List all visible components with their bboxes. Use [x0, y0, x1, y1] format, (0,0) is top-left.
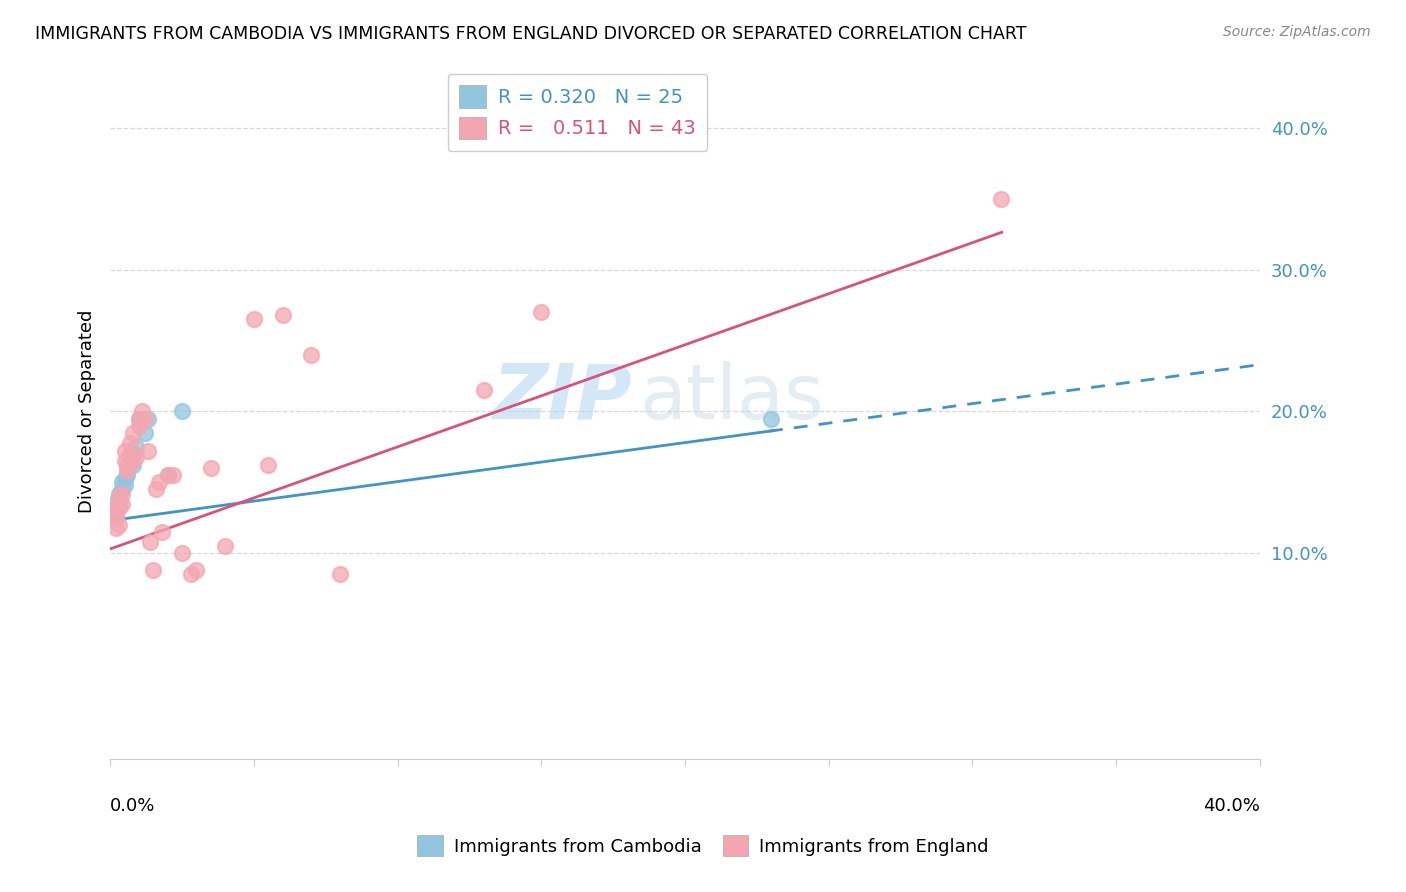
Point	[156, 468, 179, 483]
Point	[170, 404, 193, 418]
Point	[136, 444, 159, 458]
Point	[162, 468, 184, 483]
Text: 40.0%: 40.0%	[1204, 797, 1260, 815]
Point	[329, 567, 352, 582]
Point	[125, 440, 148, 454]
Point	[114, 444, 136, 458]
Point	[271, 308, 294, 322]
Text: ZIP: ZIP	[494, 360, 633, 434]
Point	[117, 458, 139, 473]
Point	[107, 500, 129, 514]
Y-axis label: Divorced or Separated: Divorced or Separated	[79, 310, 96, 513]
Point	[200, 461, 222, 475]
Point	[122, 447, 145, 461]
Point	[243, 312, 266, 326]
Point	[136, 411, 159, 425]
Point	[990, 192, 1012, 206]
Point	[139, 534, 162, 549]
Point	[122, 458, 145, 473]
Point	[120, 435, 142, 450]
Point	[145, 483, 167, 497]
Point	[107, 486, 129, 500]
Point	[104, 521, 127, 535]
Point	[530, 305, 553, 319]
Point	[134, 425, 156, 440]
Point	[101, 500, 124, 515]
Point	[104, 510, 127, 524]
Point	[122, 425, 145, 440]
Point	[131, 404, 153, 418]
Point	[472, 383, 495, 397]
Point	[107, 517, 129, 532]
Point	[117, 464, 139, 478]
Point	[150, 524, 173, 539]
Point	[111, 475, 134, 490]
Point	[104, 500, 127, 515]
Point	[114, 473, 136, 487]
Point	[134, 411, 156, 425]
Point	[111, 483, 134, 497]
Point	[128, 418, 150, 433]
Point	[114, 454, 136, 468]
Point	[101, 497, 124, 511]
Point	[125, 450, 148, 464]
Point	[120, 450, 142, 464]
Point	[111, 486, 134, 500]
Point	[148, 475, 170, 490]
Point	[170, 546, 193, 560]
Point	[114, 478, 136, 492]
Point	[104, 510, 127, 524]
Text: atlas: atlas	[638, 360, 824, 434]
Legend: R = 0.320   N = 25, R =   0.511   N = 43: R = 0.320 N = 25, R = 0.511 N = 43	[447, 74, 707, 151]
Point	[214, 539, 236, 553]
Point	[120, 457, 142, 471]
Text: Source: ZipAtlas.com: Source: ZipAtlas.com	[1223, 25, 1371, 39]
Point	[117, 464, 139, 478]
Point	[117, 468, 139, 483]
Point	[101, 503, 124, 517]
Point	[107, 500, 129, 515]
Point	[111, 497, 134, 511]
Point	[759, 411, 782, 425]
Point	[107, 492, 129, 507]
Point	[156, 468, 179, 483]
Point	[186, 563, 208, 577]
Point	[128, 411, 150, 425]
Point	[101, 507, 124, 521]
Point	[104, 507, 127, 521]
Point	[257, 458, 280, 473]
Point	[120, 447, 142, 461]
Point	[122, 454, 145, 468]
Text: 0.0%: 0.0%	[110, 797, 156, 815]
Legend: Immigrants from Cambodia, Immigrants from England: Immigrants from Cambodia, Immigrants fro…	[411, 828, 995, 863]
Point	[107, 490, 129, 504]
Point	[128, 411, 150, 425]
Point	[142, 563, 165, 577]
Point	[180, 567, 202, 582]
Text: IMMIGRANTS FROM CAMBODIA VS IMMIGRANTS FROM ENGLAND DIVORCED OR SEPARATED CORREL: IMMIGRANTS FROM CAMBODIA VS IMMIGRANTS F…	[35, 25, 1026, 43]
Point	[299, 348, 322, 362]
